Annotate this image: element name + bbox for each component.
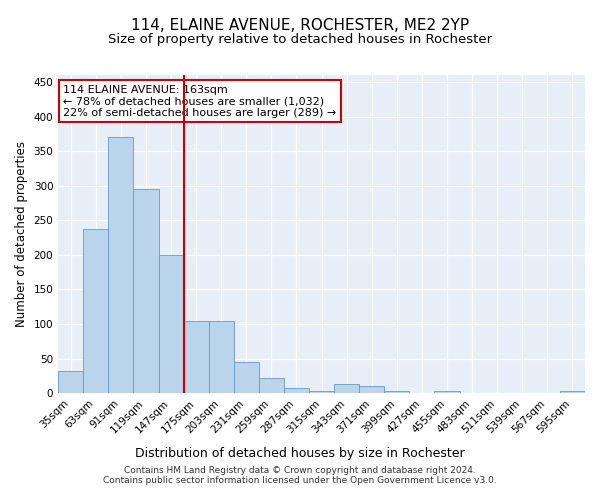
Bar <box>284 388 309 394</box>
Text: 114, ELAINE AVENUE, ROCHESTER, ME2 2YP: 114, ELAINE AVENUE, ROCHESTER, ME2 2YP <box>131 18 469 32</box>
Bar <box>234 362 259 394</box>
Bar <box>359 386 385 394</box>
Y-axis label: Number of detached properties: Number of detached properties <box>15 141 28 327</box>
Bar <box>259 378 284 394</box>
Text: Size of property relative to detached houses in Rochester: Size of property relative to detached ho… <box>108 32 492 46</box>
Bar <box>158 255 184 394</box>
Text: 114 ELAINE AVENUE: 163sqm
← 78% of detached houses are smaller (1,032)
22% of se: 114 ELAINE AVENUE: 163sqm ← 78% of detac… <box>64 84 337 117</box>
Bar <box>309 391 334 394</box>
Bar <box>209 320 234 394</box>
Bar <box>560 391 585 394</box>
Bar <box>334 384 359 394</box>
Bar <box>58 371 83 394</box>
Bar <box>133 189 158 394</box>
Bar <box>434 391 460 394</box>
Bar <box>385 391 409 394</box>
Bar <box>184 320 209 394</box>
Text: Contains HM Land Registry data © Crown copyright and database right 2024.
Contai: Contains HM Land Registry data © Crown c… <box>103 466 497 485</box>
Text: Distribution of detached houses by size in Rochester: Distribution of detached houses by size … <box>135 448 465 460</box>
Bar <box>83 230 109 394</box>
Bar <box>109 138 133 394</box>
